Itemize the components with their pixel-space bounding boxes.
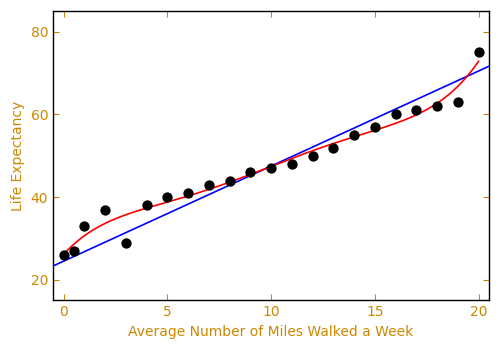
Point bbox=[474, 50, 482, 55]
Point bbox=[60, 252, 68, 258]
Point bbox=[184, 190, 192, 196]
Point bbox=[392, 112, 400, 117]
Point bbox=[142, 203, 150, 208]
Point bbox=[80, 223, 88, 229]
Point bbox=[308, 153, 316, 159]
Point bbox=[70, 248, 78, 254]
Point bbox=[433, 103, 441, 109]
Point bbox=[350, 132, 358, 138]
Point bbox=[122, 240, 130, 245]
Point bbox=[288, 161, 296, 167]
Point bbox=[454, 99, 462, 105]
X-axis label: Average Number of Miles Walked a Week: Average Number of Miles Walked a Week bbox=[128, 325, 414, 339]
Point bbox=[164, 194, 172, 200]
Point bbox=[101, 207, 109, 212]
Point bbox=[267, 166, 275, 171]
Point bbox=[226, 178, 234, 183]
Point bbox=[246, 169, 254, 175]
Point bbox=[205, 182, 213, 188]
Point bbox=[371, 124, 379, 130]
Y-axis label: Life Expectancy: Life Expectancy bbox=[11, 101, 25, 211]
Point bbox=[412, 107, 420, 113]
Point bbox=[330, 145, 338, 150]
